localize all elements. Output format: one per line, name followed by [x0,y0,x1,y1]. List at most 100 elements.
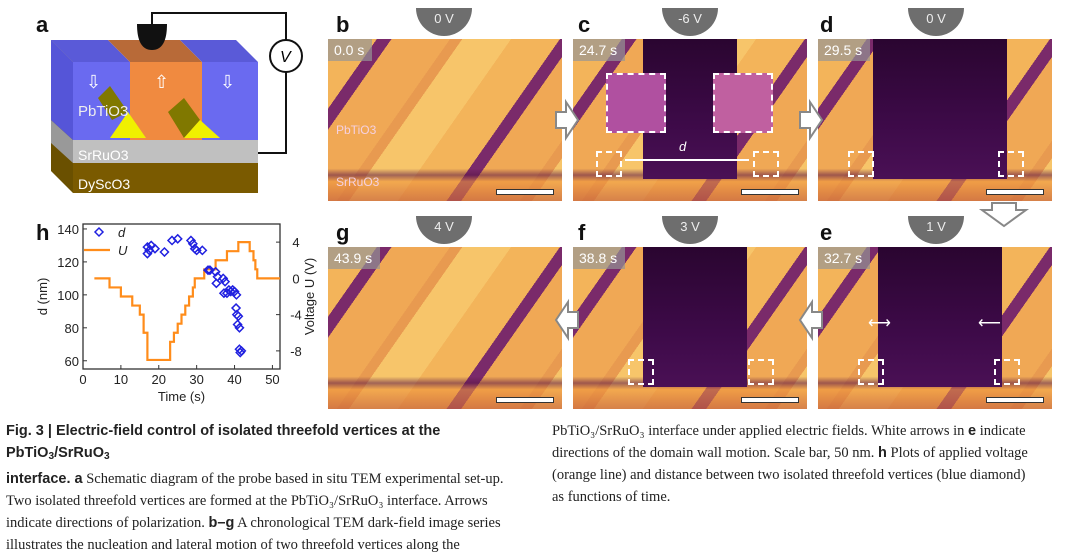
distance-point [197,245,208,256]
distance-point [232,319,243,330]
tem-image-d: 29.5 s [818,39,1052,201]
distance-point [185,235,197,246]
vertex-box [748,359,774,385]
scale-bar [986,189,1044,195]
panel-label-d: d [820,12,834,37]
plot-frame [82,223,281,370]
distance-point [204,265,215,276]
distance-point [142,248,153,259]
distance-point [142,242,153,253]
scale-bar [741,397,799,403]
scale-bar [496,397,554,403]
vertex-box [858,359,884,385]
caption-text: Two isolated threefold vertices are form… [6,493,488,509]
legend-label-d: d [118,225,126,240]
vertex-box [628,359,654,385]
time-stamp: 43.9 s [328,247,381,269]
caption-text: PbTiO₃/SrRuO₃ interface under applied el… [552,423,965,439]
x-tick-label: 0 [79,372,86,387]
caption-label: e [968,423,977,439]
inset-right [713,73,773,133]
wall-motion-arrow-right-icon: ⟷ [868,315,891,332]
vertex-left [110,112,146,138]
vertex-box [596,151,622,177]
voltage-badge: 4 V [416,216,472,244]
arrow-down-icon: ⇩ [86,72,101,92]
distance-point [172,233,183,244]
y-left-tick-label: 80 [65,321,79,336]
tem-image-g: 43.9 s [328,247,562,409]
vertex-box [848,151,874,177]
y-right-tick-label: -4 [290,308,302,323]
caption-text: indicate [979,423,1026,439]
voltage-badge: 0 V [908,8,964,36]
distance-point [202,265,214,276]
caption-label: b–g [208,515,235,531]
probe-tip-icon [137,24,167,50]
distance-point [211,278,222,289]
tem-image-b: 0.0 s PbTiO3 SrRuO3 [328,39,562,201]
distance-point [229,286,240,297]
time-stamp: 38.8 s [573,247,626,269]
x-tick-label: 30 [189,372,203,387]
x-tick-label: 40 [227,372,241,387]
x-tick-label: 10 [114,372,128,387]
caption-text: indicate directions of polarization. [6,515,205,531]
panel-label-a: a [36,12,49,37]
dysco3-label: DyScO3 [78,176,130,192]
sequence-arrow-down-icon [978,202,1030,228]
panel-label-e: e [820,220,833,245]
caption-text: illustrates the nucleation and lateral m… [6,537,460,553]
x-tick-label: 20 [152,372,166,387]
y-left-axis-label: d (nm) [35,278,50,316]
pbtio3-label: PbTiO3 [336,123,377,137]
voltage-distance-chart: 0 10 20 30 40 50 60 80 100 120 140 -8 -4 0 4 Time (s) d … [35,222,317,404]
y-left-tick-label: 100 [57,288,79,303]
panel-label-g: g [336,220,350,245]
caption-label: h [878,445,887,461]
figure-caption-right: PbTiO₃/SrRuO₃ interface under applied el… [552,420,1077,508]
legend-label-U: U [118,243,128,258]
tem-image-f: 38.8 s [573,247,807,409]
vertex-right [184,120,220,138]
vertex-box [753,151,779,177]
time-stamp: 0.0 s [328,39,373,61]
pbtio3-label: PbTiO3 [78,103,128,120]
distance-point [159,246,170,258]
circuit-wire [151,12,287,154]
panel-label-f: f [578,220,586,245]
voltage-badge: -6 V [662,8,718,36]
srruo3-label: SrRuO3 [336,175,380,189]
voltage-badge: 3 V [662,216,718,244]
voltage-badge: 1 V [908,216,964,244]
distance-point [236,345,247,356]
caption-text: Plots of applied voltage [890,445,1028,461]
x-tick-label: 50 [265,372,279,387]
panel-label-c: c [578,12,591,37]
distance-point [220,276,231,287]
distance-point [231,289,242,300]
distance-point [149,243,161,254]
srruo3-label: SrRuO3 [78,147,129,163]
x-axis-label: Time (s) [158,389,205,404]
caption-text: as functions of time. [552,489,671,505]
voltmeter-icon [269,39,303,73]
y-left-tick-label: 140 [57,222,79,237]
inset-left [606,73,666,133]
panel-label-h: h [36,220,50,245]
caption-text: A chronological TEM dark-field image ser… [237,515,501,531]
dysco3-layer [73,163,258,193]
distance-point [234,322,245,333]
caption-text: directions of the domain wall motion. Sc… [552,445,875,461]
caption-text: Schematic diagram of the probe based in … [86,471,504,487]
y-right-tick-label: -8 [290,344,302,359]
vertex-box [994,359,1020,385]
srruo3-layer [73,140,258,163]
distance-arrow [625,159,749,161]
caption-title: Fig. 3 | Electric-field control of isola… [6,423,441,487]
y-left-tick-label: 120 [57,255,79,270]
distance-label: d [679,139,687,154]
down-domain-right [202,62,258,140]
scale-bar [741,189,799,195]
caption-text: (orange line) and distance between two i… [552,467,1026,483]
